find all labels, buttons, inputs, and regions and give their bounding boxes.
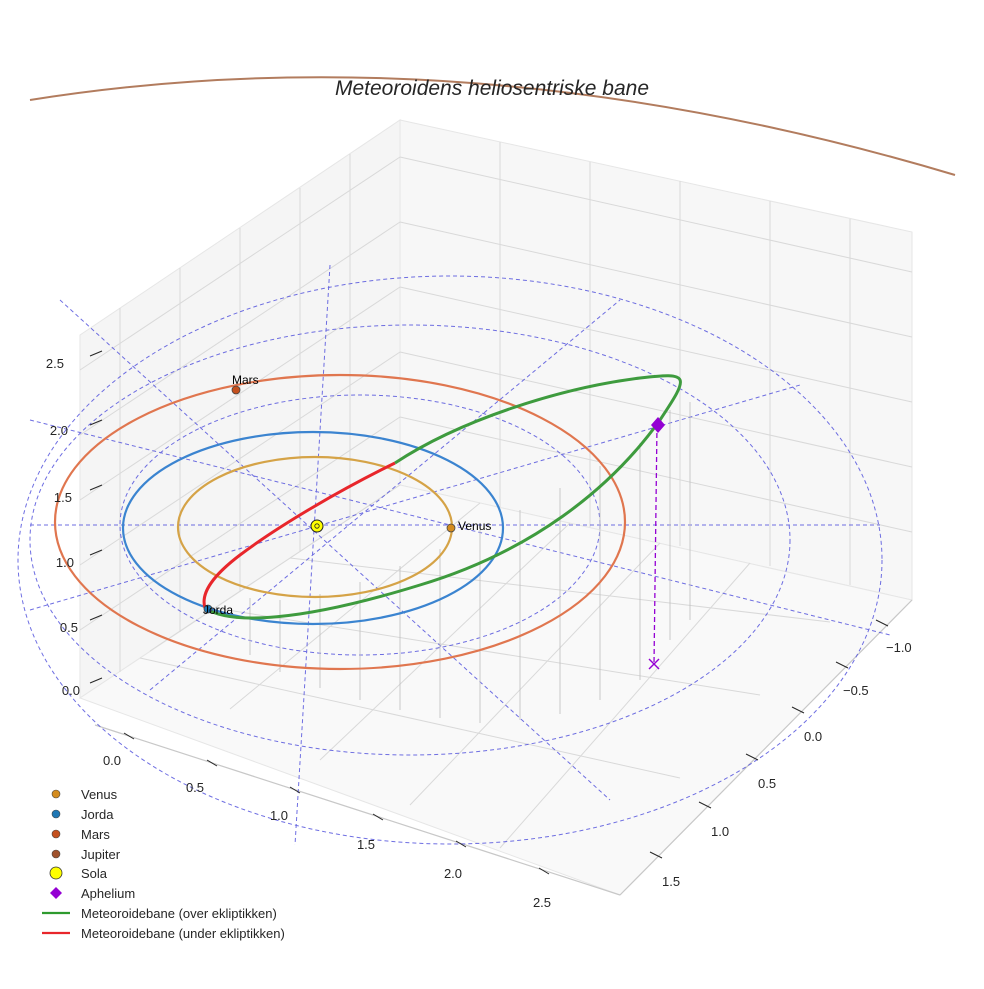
x-tick: 0.5 — [186, 780, 204, 795]
y-tick: 1.0 — [711, 824, 729, 839]
legend-jupiter-marker — [51, 849, 61, 859]
x-tick: 0.0 — [103, 753, 121, 768]
legend-label: Meteoroidebane (under ekliptikken) — [81, 926, 285, 941]
earth-marker — [203, 604, 213, 614]
legend-label: Aphelium — [81, 886, 135, 901]
axes-panes — [78, 119, 913, 896]
legend-sola-marker — [49, 866, 63, 880]
legend-label: Meteoroidebane (over ekliptikken) — [81, 906, 277, 921]
y-axis: −1.0 −0.5 0.0 0.5 1.0 1.5 — [649, 619, 912, 889]
mars-orbit — [53, 373, 627, 671]
mars-label: Mars — [232, 373, 259, 387]
x-axis: 0.0 0.5 1.0 1.5 2.0 2.5 — [103, 732, 551, 910]
jupiter-orbit — [29, 76, 956, 176]
x-tick: 2.5 — [533, 895, 551, 910]
legend-label: Mars — [81, 827, 110, 842]
legend-label: Jorda — [81, 807, 114, 822]
meteoroid-orbit-above — [204, 374, 682, 620]
z-tick: 1.0 — [56, 555, 74, 570]
aphelion-projection-icon — [648, 658, 660, 670]
y-tick: 0.0 — [804, 729, 822, 744]
meteoroid-orbit-below — [202, 461, 396, 609]
mars-marker — [231, 385, 241, 395]
legend-jorda-marker — [51, 809, 61, 819]
legend-label: Venus — [81, 787, 118, 802]
z-tick: 2.0 — [50, 423, 68, 438]
legend-aphelium-marker — [50, 887, 62, 899]
axis-edges — [94, 599, 913, 896]
y-tick: 1.5 — [662, 874, 680, 889]
y-tick: −1.0 — [886, 640, 912, 655]
x-tick: 1.5 — [357, 837, 375, 852]
y-tick: 0.5 — [758, 776, 776, 791]
legend-mars-marker — [51, 829, 61, 839]
legend-label: Jupiter — [81, 847, 121, 862]
z-tick: 2.5 — [46, 356, 64, 371]
earth-label: Jorda — [203, 603, 233, 617]
venus-label: Venus — [458, 519, 491, 533]
z-axis: 0.0 0.5 1.0 1.5 2.0 2.5 — [46, 350, 103, 698]
x-tick: 2.0 — [444, 866, 462, 881]
z-tick: 0.5 — [60, 620, 78, 635]
legend-venus-marker — [51, 789, 61, 799]
chart-title: Meteoroidens heliosentriske bane — [335, 77, 649, 100]
y-tick: −0.5 — [843, 683, 869, 698]
x-tick: 1.0 — [270, 808, 288, 823]
legend-label: Sola — [81, 866, 108, 881]
z-tick: 0.0 — [62, 683, 80, 698]
z-tick: 1.5 — [54, 490, 72, 505]
legend: Venus Jorda Mars Jupiter Sola Aphelium M… — [42, 787, 285, 941]
grid-lines — [79, 142, 913, 849]
aphelion-marker — [651, 417, 665, 433]
venus-marker — [446, 523, 456, 533]
earth-orbit — [121, 430, 505, 626]
sun-icon — [310, 519, 324, 533]
